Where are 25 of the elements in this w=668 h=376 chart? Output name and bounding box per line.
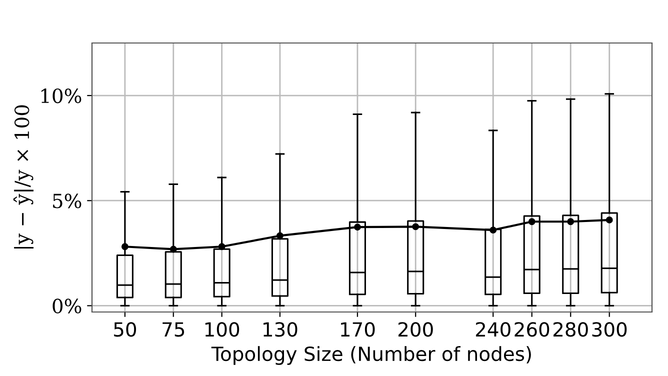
y-tick-label: 10% xyxy=(41,88,82,104)
y-axis-title: |y − ŷ|/y × 100 xyxy=(13,105,34,249)
point xyxy=(354,224,361,231)
point xyxy=(528,218,536,226)
x-tick-label: 100 xyxy=(205,322,240,337)
point xyxy=(412,223,420,230)
y-tick-label: 5% xyxy=(53,194,82,208)
x-tick-label: 300 xyxy=(592,322,627,337)
x-tick-label: 75 xyxy=(162,322,184,337)
x-tick-label: 200 xyxy=(398,322,433,337)
point xyxy=(490,226,497,234)
x-tick-label: 170 xyxy=(341,322,375,337)
point xyxy=(121,243,128,250)
point xyxy=(567,218,574,226)
point xyxy=(276,232,284,240)
point xyxy=(606,216,613,224)
point xyxy=(170,246,177,253)
x-axis-title: Topology Size (Number of nodes) xyxy=(211,346,531,365)
x-tick-label: 130 xyxy=(264,322,298,337)
y-tick-label: 0% xyxy=(52,298,82,314)
x-tick-label: 50 xyxy=(114,322,136,337)
x-tick-label: 260 xyxy=(514,322,550,337)
x-tick-label: 240 xyxy=(476,322,510,337)
x-tick-label: 280 xyxy=(553,322,588,337)
point xyxy=(218,243,226,250)
